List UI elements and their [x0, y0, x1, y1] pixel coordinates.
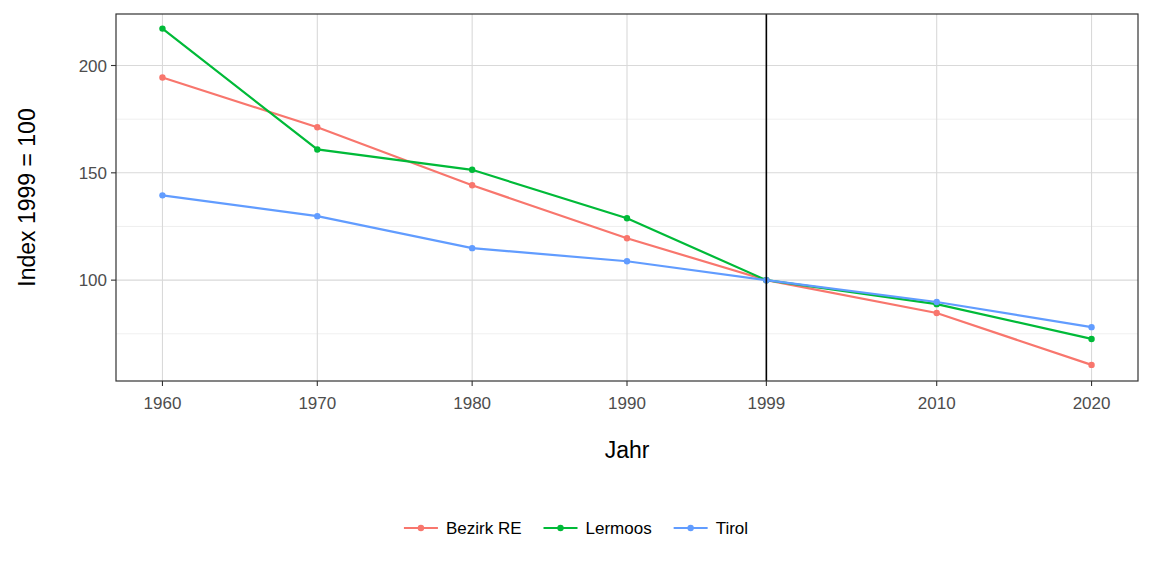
point — [933, 299, 939, 305]
y-tick-label: 100 — [79, 271, 107, 290]
tick — [111, 280, 116, 281]
legend-label: Bezirk RE — [446, 519, 522, 538]
grid-line — [936, 14, 937, 381]
point — [469, 245, 475, 251]
legend-label: Lermoos — [586, 519, 652, 538]
tick — [111, 65, 116, 66]
y-tick-label: 150 — [79, 164, 107, 183]
tick — [766, 381, 767, 386]
point — [314, 124, 320, 130]
legend: Bezirk RE Lermoos Tirol — [404, 519, 748, 538]
grid — [116, 14, 1138, 381]
legend-label: Tirol — [716, 519, 748, 538]
point — [469, 182, 475, 188]
x-tick-label: 2010 — [918, 394, 956, 413]
legend-key-point — [687, 525, 693, 531]
plot-area — [159, 14, 1094, 381]
point — [314, 213, 320, 219]
point — [933, 310, 939, 316]
point — [159, 74, 165, 80]
y-axis-label: Index 1999 = 100 — [14, 108, 40, 286]
point — [624, 258, 630, 264]
point — [469, 167, 475, 173]
tick — [111, 172, 116, 173]
point — [1088, 362, 1094, 368]
legend-key-point — [418, 525, 424, 531]
x-tick-label: 1960 — [144, 394, 182, 413]
x-tick-label: 1999 — [747, 394, 785, 413]
reference-line — [766, 14, 768, 381]
legend-item: Bezirk RE — [404, 519, 522, 538]
series-line — [162, 78, 1091, 365]
chart: 100 150 200 1960 1970 1980 1990 1999 2010 2020 Jah… — [0, 0, 1152, 576]
legend-item: Tirol — [674, 519, 748, 538]
series-line — [162, 195, 1091, 327]
background — [0, 0, 1152, 576]
tick — [936, 381, 937, 386]
grid-line — [472, 14, 473, 381]
series-line — [162, 29, 1091, 339]
grid-line — [766, 14, 767, 381]
grid-line — [317, 14, 318, 381]
tick — [317, 381, 318, 386]
legend-item: Lermoos — [544, 519, 652, 538]
x-axis-label: Jahr — [605, 437, 650, 463]
panel-border — [116, 14, 1138, 381]
tick — [626, 381, 627, 386]
x-tick-label: 1970 — [298, 394, 336, 413]
tick — [162, 381, 163, 386]
legend-key-point — [557, 525, 563, 531]
point — [1088, 324, 1094, 330]
point — [159, 25, 165, 31]
point — [1088, 336, 1094, 342]
x-tick-label: 2020 — [1073, 394, 1111, 413]
x-tick-label: 1980 — [453, 394, 491, 413]
point — [624, 235, 630, 241]
x-tick-label: 1990 — [608, 394, 646, 413]
grid-line — [626, 14, 627, 381]
point — [159, 192, 165, 198]
point — [624, 215, 630, 221]
tick — [472, 381, 473, 386]
tick — [1091, 381, 1092, 386]
y-tick-label: 200 — [79, 57, 107, 76]
point — [314, 146, 320, 152]
